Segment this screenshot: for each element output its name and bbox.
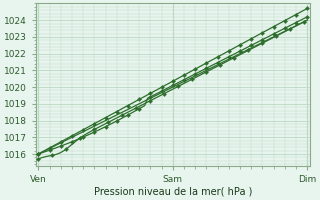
X-axis label: Pression niveau de la mer( hPa ): Pression niveau de la mer( hPa ): [93, 187, 252, 197]
